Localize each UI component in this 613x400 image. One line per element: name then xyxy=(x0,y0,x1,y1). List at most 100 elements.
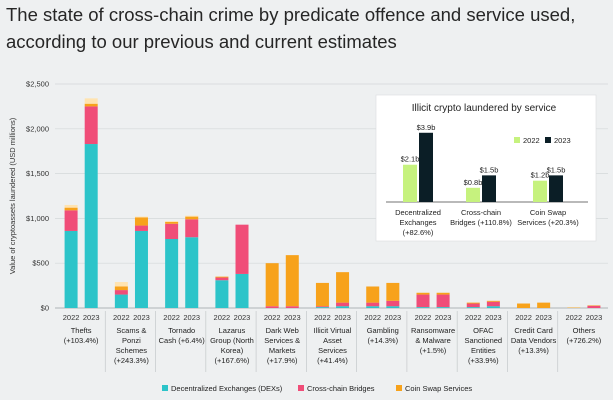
inset-category-label: Exchanges xyxy=(399,218,436,227)
category-label: (+726.2%) xyxy=(566,336,601,345)
y-tick-label: $1,000 xyxy=(26,214,49,223)
bar-segment-dex xyxy=(315,307,329,308)
category-label: Tornado xyxy=(168,326,195,335)
inset-bar-2022 xyxy=(466,187,480,202)
inset-legend-swatch xyxy=(514,137,520,143)
category-label: OFAC xyxy=(473,326,494,335)
category-label: Scams & xyxy=(116,326,146,335)
category-label: Credit Card xyxy=(514,326,552,335)
bar-segment-swap xyxy=(265,263,279,307)
x-year-label: 2023 xyxy=(284,313,301,322)
legend-swatch xyxy=(162,385,168,391)
x-year-label: 2023 xyxy=(435,313,452,322)
bar-segment-dex xyxy=(336,306,350,308)
bar-segment-dex xyxy=(185,237,199,308)
bar-segment-dex xyxy=(64,230,78,308)
category-label: Ransomware xyxy=(411,326,455,335)
bar-segment-bridge xyxy=(416,294,430,308)
x-year-label: 2023 xyxy=(334,313,351,322)
inset-bar-2023 xyxy=(419,132,433,202)
inset-legend-label: 2022 xyxy=(523,136,540,145)
bar-segment-dex xyxy=(114,294,128,308)
bar-segment-dex xyxy=(235,273,249,308)
category-label: Gambling xyxy=(367,326,399,335)
bar-segment-dex xyxy=(84,144,98,308)
category-label: (+1.5%) xyxy=(420,346,447,355)
inset-bar-2023 xyxy=(549,175,563,202)
bar-segment-dex xyxy=(215,280,229,308)
x-year-label: 2022 xyxy=(565,313,582,322)
legend-label: Coin Swap Services xyxy=(405,384,472,393)
bar-segment-prev xyxy=(165,221,179,222)
bar-segment-swap xyxy=(336,272,350,303)
bar-segment-swap xyxy=(366,286,380,303)
inset-title: Illicit crypto laundered by service xyxy=(412,103,557,114)
inset-category-label: (+82.6%) xyxy=(403,228,434,237)
bar-segment-dex xyxy=(165,239,179,308)
bar-segment-dex xyxy=(466,307,480,308)
x-year-label: 2023 xyxy=(183,313,200,322)
category-label: (+14.3%) xyxy=(367,336,398,345)
bar-segment-bridge xyxy=(336,302,350,307)
bar-segment-dex xyxy=(486,306,500,308)
bar-segment-swap xyxy=(134,217,148,226)
x-year-label: 2022 xyxy=(214,313,231,322)
inset-category-label: Services (+20.3%) xyxy=(517,218,579,227)
bar-segment-swap xyxy=(215,276,229,278)
x-year-label: 2022 xyxy=(415,313,432,322)
x-year-label: 2023 xyxy=(133,313,150,322)
bar-segment-prev xyxy=(114,282,128,287)
y-tick-label: $500 xyxy=(32,259,49,268)
category-label: (+243.3%) xyxy=(114,356,149,365)
inset-data-label: $3.9b xyxy=(417,123,436,132)
y-axis-title: Value of cryptoassets laundered (USD mil… xyxy=(8,117,17,274)
inset-data-label: $1.5b xyxy=(547,165,566,174)
y-tick-label: $2,500 xyxy=(26,80,49,89)
bar-segment-swap xyxy=(114,286,128,291)
x-year-label: 2022 xyxy=(163,313,180,322)
category-label: Group (North xyxy=(210,336,254,345)
x-year-label: 2023 xyxy=(535,313,552,322)
x-year-label: 2023 xyxy=(485,313,502,322)
inset-data-label: $0.8b xyxy=(464,178,483,187)
bar-segment-bridge xyxy=(114,290,128,295)
bar-segment-prev xyxy=(185,215,199,217)
bar-segment-prev xyxy=(134,216,148,218)
category-label: & Malware xyxy=(415,336,450,345)
category-label: Cash (+6.4%) xyxy=(159,336,206,345)
bar-segment-bridge xyxy=(486,301,500,307)
bar-segment-dex xyxy=(366,306,380,308)
bar-segment-swap xyxy=(165,221,179,224)
category-label: Asset xyxy=(323,336,343,345)
legend-label: Cross-chain Bridges xyxy=(307,384,375,393)
category-label: Services xyxy=(318,346,347,355)
inset-data-label: $1.2b xyxy=(531,171,550,180)
category-label: Illicit Virtual xyxy=(314,326,352,335)
inset-category-label: Decentralized xyxy=(395,208,441,217)
bar-segment-bridge xyxy=(587,305,601,308)
inset-data-label: $1.5b xyxy=(480,165,499,174)
category-label: Korea) xyxy=(221,346,244,355)
bar-segment-swap xyxy=(416,292,430,295)
inset-legend-label: 2023 xyxy=(554,136,571,145)
legend-label: Decentralized Exchanges (DEXs) xyxy=(171,384,283,393)
x-year-label: 2022 xyxy=(314,313,331,322)
legend-swatch xyxy=(396,385,402,391)
x-year-label: 2022 xyxy=(364,313,381,322)
headline: The state of cross-chain crime by predic… xyxy=(6,3,606,54)
category-label: Lazarus xyxy=(219,326,246,335)
headline-line-2: according to our previous and current es… xyxy=(6,31,397,52)
category-label: Data Vendors xyxy=(511,336,557,345)
inset-bar-2022 xyxy=(403,164,417,202)
bar-segment-swap xyxy=(537,302,551,308)
bar-segment-swap xyxy=(84,103,98,107)
bar-segment-swap xyxy=(517,303,531,308)
category-label: (+167.6%) xyxy=(215,356,250,365)
bar-segment-bridge xyxy=(185,219,199,238)
x-year-label: 2023 xyxy=(234,313,251,322)
bar-segment-bridge xyxy=(64,210,78,231)
bar-segment-bridge xyxy=(165,223,179,240)
legend-swatch xyxy=(298,385,304,391)
x-year-label: 2022 xyxy=(63,313,80,322)
bar-segment-swap xyxy=(285,255,299,307)
